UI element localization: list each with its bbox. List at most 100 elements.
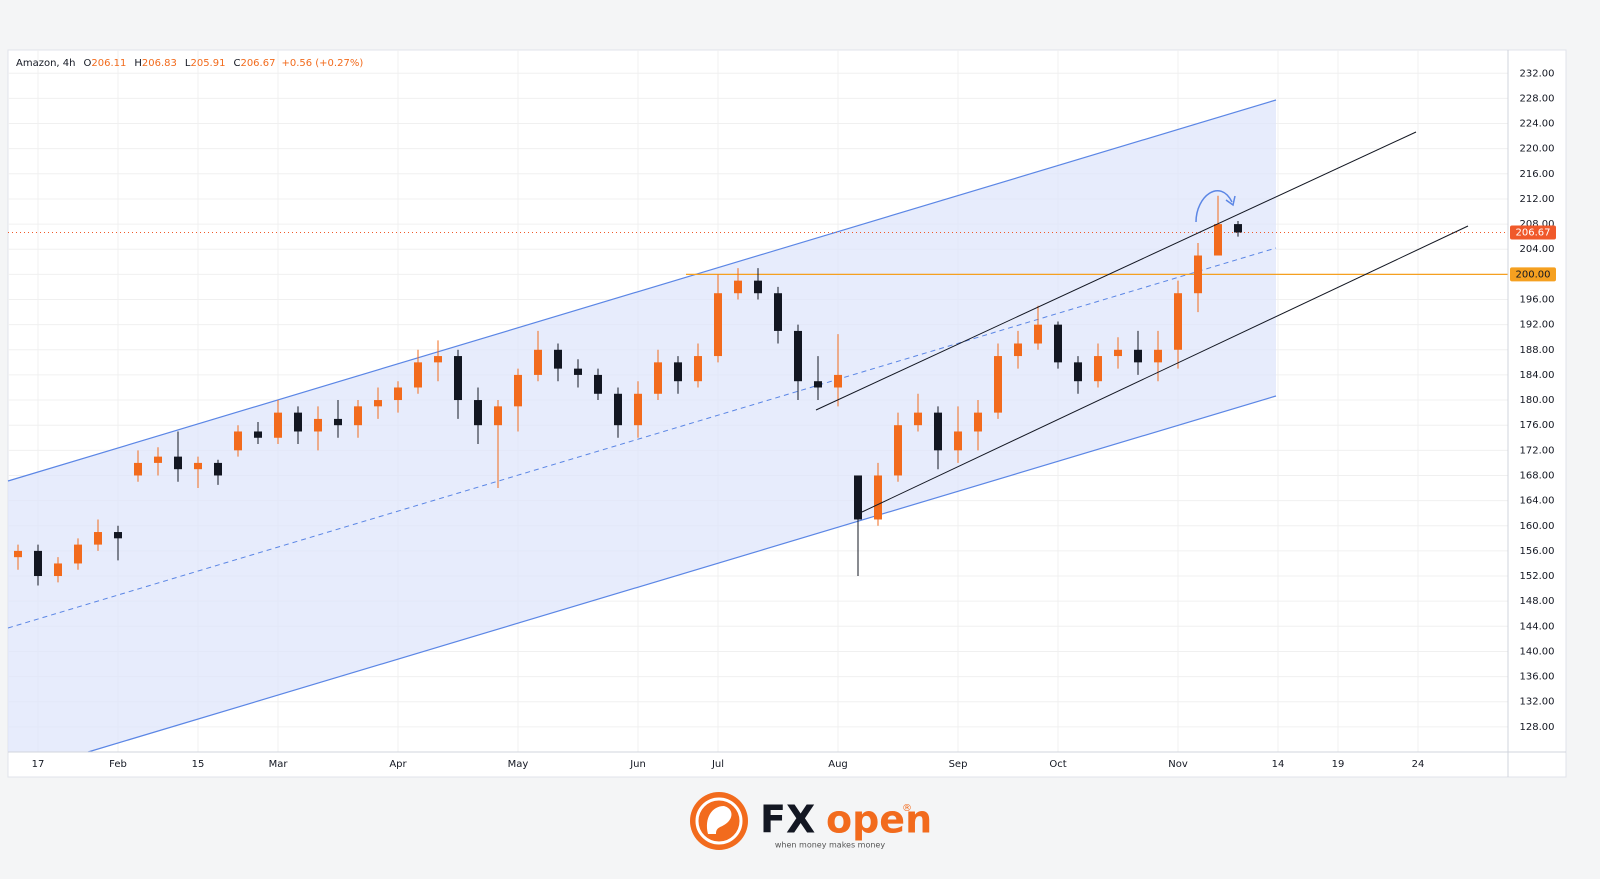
candle-body [334, 418, 342, 426]
x-tick-label: Feb [109, 759, 127, 770]
candle-body [254, 431, 262, 438]
x-tick-label: 24 [1412, 759, 1425, 770]
candle-body [214, 462, 222, 476]
channel-lower [87, 395, 1277, 753]
y-tick-label: 148.00 [1520, 596, 1555, 607]
candle-body [714, 293, 722, 357]
logo-name-a: FX [760, 798, 815, 842]
candle-body [74, 544, 82, 564]
candle-body [534, 349, 542, 375]
candle-body [734, 280, 742, 294]
y-tick-label: 228.00 [1520, 93, 1555, 104]
y-tick-label: 212.00 [1520, 194, 1555, 205]
ohlc-value: 205.91 [190, 58, 225, 69]
level-marker [1510, 267, 1556, 282]
arrow-head [1225, 195, 1236, 207]
logo: FX open ® when money makes money [690, 792, 932, 850]
candle-body [1034, 324, 1042, 344]
change: +0.56 (+0.27%) [281, 58, 363, 69]
y-tick-label: 180.00 [1520, 395, 1555, 406]
x-tick-label: Oct [1049, 759, 1066, 770]
logo-mark: ® [902, 803, 912, 814]
x-tick-label: Mar [269, 759, 289, 770]
y-tick-label: 164.00 [1520, 496, 1555, 507]
candle-body [1214, 224, 1222, 256]
symbol: Amazon, 4h [16, 58, 75, 69]
levels [8, 231, 1508, 275]
x-tick-label: Aug [828, 759, 848, 770]
x-tick-label: Jun [629, 759, 646, 770]
candle-body [994, 356, 1002, 413]
candle-body [774, 293, 782, 331]
candle-body [1234, 224, 1242, 233]
candle-body [94, 532, 102, 545]
candle-body [314, 418, 322, 432]
y-tick-label: 208.00 [1520, 219, 1555, 230]
candle-body [234, 431, 242, 451]
y-tick-label: 132.00 [1520, 697, 1555, 708]
trendline-upper [815, 131, 1417, 411]
candle-body [294, 412, 302, 432]
candle-body [1154, 349, 1162, 363]
candle-body [1094, 356, 1102, 382]
ohlc-key: H [134, 58, 142, 69]
ohlc-key: O [83, 58, 91, 69]
candle-body [674, 362, 682, 382]
y-tick-label: 128.00 [1520, 722, 1555, 733]
candle-body [374, 400, 382, 407]
candle-body [474, 400, 482, 426]
candle-body [654, 362, 662, 394]
candle-body [394, 387, 402, 401]
candle-body [1074, 362, 1082, 382]
x-tick-label: Apr [389, 759, 407, 770]
x-tick-label: 19 [1332, 759, 1345, 770]
candle-body [14, 550, 22, 558]
logo-tagline: when money makes money [775, 841, 885, 850]
y-tick-label: 168.00 [1520, 470, 1555, 481]
y-tick-label: 232.00 [1520, 68, 1555, 79]
candle-body [1054, 324, 1062, 363]
candle-body [434, 356, 442, 363]
axes: 128.00 132.00 136.00 140.00 144.00 148.00 152.… [32, 68, 1556, 770]
curved-arrow [1195, 190, 1233, 223]
candle-body [1194, 255, 1202, 294]
logo-name-b: open [826, 798, 932, 842]
candle-body [134, 462, 142, 476]
chart-header: Amazon, 4h O206.11 H206.83 L205.91 C206.67 +0… [16, 58, 363, 69]
candle-body [614, 393, 622, 426]
candle-body [154, 456, 162, 463]
logo-emblem-ring [695, 797, 743, 845]
candle-body [34, 550, 42, 577]
candle-body [354, 406, 362, 426]
y-tick-label: 184.00 [1520, 370, 1555, 381]
candle-body [934, 412, 942, 451]
candle-body [54, 563, 62, 577]
last-price-marker [1510, 225, 1556, 240]
level-label: 200.00 [1516, 269, 1551, 280]
candle-body [834, 374, 842, 388]
y-tick-label: 204.00 [1520, 244, 1555, 255]
y-tick-label: 136.00 [1520, 672, 1555, 683]
candle-body [794, 330, 802, 382]
x-tick-label: Jul [711, 759, 724, 770]
candle-body [874, 475, 882, 520]
trendline-lower [861, 225, 1469, 513]
ohlc-key: L [185, 58, 191, 69]
regression-channel [8, 100, 1276, 752]
y-tick-label: 216.00 [1520, 169, 1555, 180]
candle-body [194, 462, 202, 470]
channel-mid [7, 247, 1277, 629]
logo-emblem-bull [706, 806, 732, 834]
candle-body [854, 475, 862, 520]
y-tick-label: 220.00 [1520, 144, 1555, 155]
x-tick-label: Sep [949, 759, 968, 770]
y-tick-label: 152.00 [1520, 571, 1555, 582]
candle-body [914, 412, 922, 426]
candle-body [974, 412, 982, 432]
y-tick-label: 144.00 [1520, 621, 1555, 632]
y-tick-label: 140.00 [1520, 646, 1555, 657]
x-tick-label: 17 [32, 759, 45, 770]
candle-body [894, 425, 902, 476]
